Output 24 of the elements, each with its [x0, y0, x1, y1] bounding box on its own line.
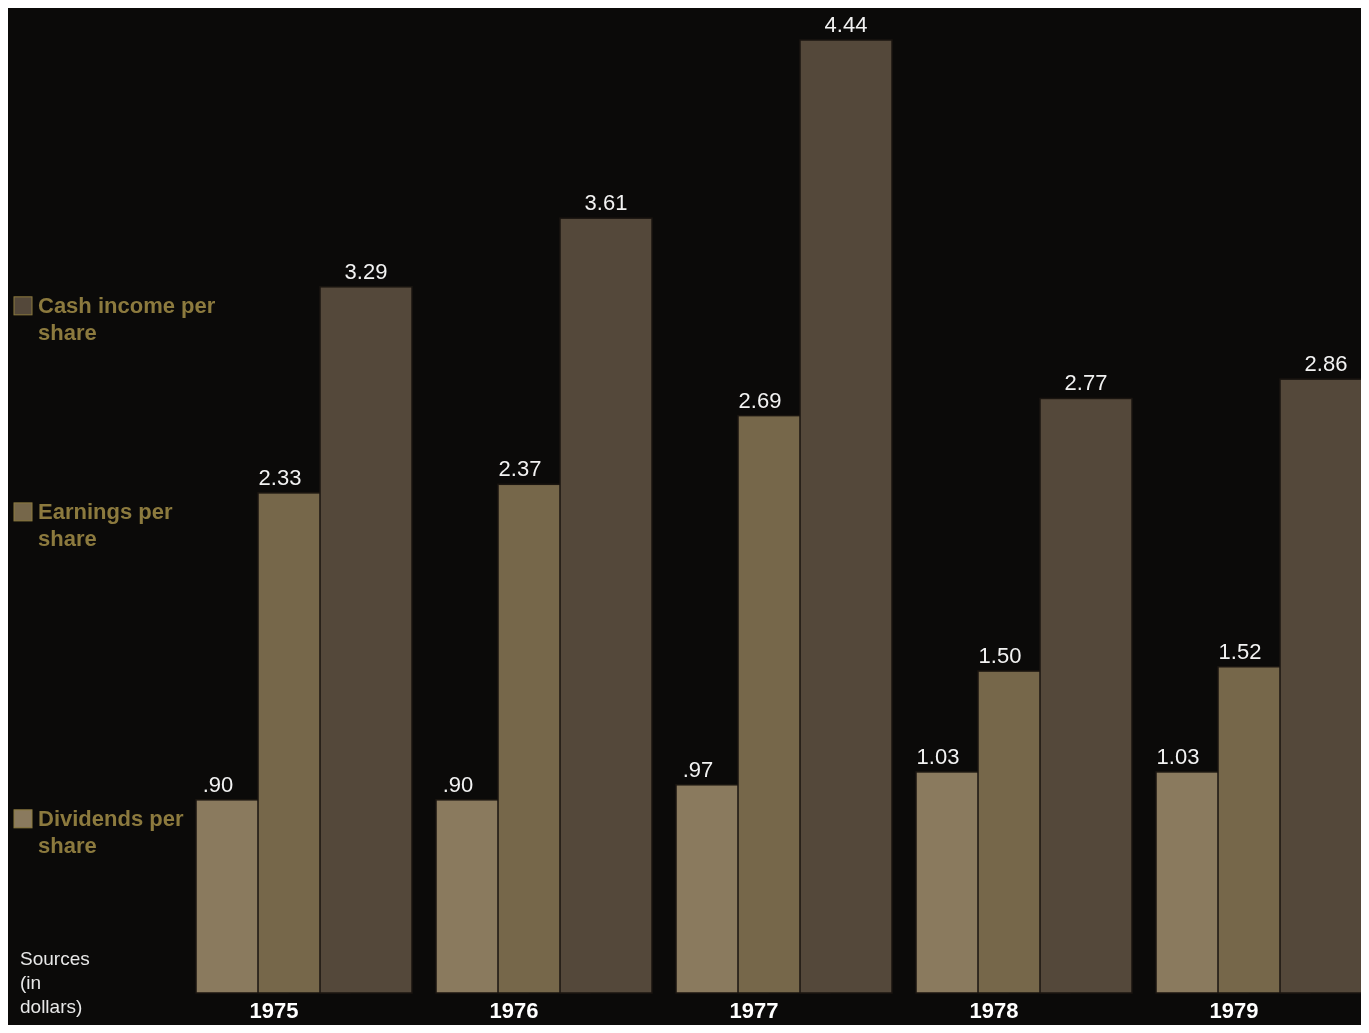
data-label: 3.29: [344, 258, 388, 284]
x-tick-label: 1978: [969, 998, 1019, 1023]
x-tick-label: 1977: [729, 998, 779, 1023]
data-label: 4.44: [824, 12, 868, 37]
data-label: 2.77: [1064, 370, 1108, 396]
legend-label: Cash income per share: [38, 292, 216, 345]
data-label: 1.03: [916, 743, 960, 769]
data-label: 2.33: [258, 464, 302, 490]
data-label: 1.52: [1218, 638, 1262, 664]
x-tick-label: 1975: [249, 998, 299, 1023]
data-label: 2.69: [738, 387, 782, 413]
data-label: 2.37: [498, 456, 542, 482]
source-note: Sources (in dollars): [20, 948, 90, 1017]
data-label: 2.86: [1304, 351, 1348, 377]
legend-label: Dividends per share: [38, 805, 184, 858]
data-label: 1.03: [1156, 743, 1200, 769]
data-label: .90: [202, 771, 234, 797]
data-label: .90: [442, 771, 474, 797]
data-label: 1.50: [978, 643, 1022, 669]
data-label: 3.61: [584, 190, 628, 216]
legend-label: Earnings per share: [38, 498, 173, 551]
x-tick-label: 1976: [489, 998, 539, 1023]
data-label: .97: [682, 756, 714, 782]
x-tick-label: 1979: [1209, 998, 1259, 1023]
